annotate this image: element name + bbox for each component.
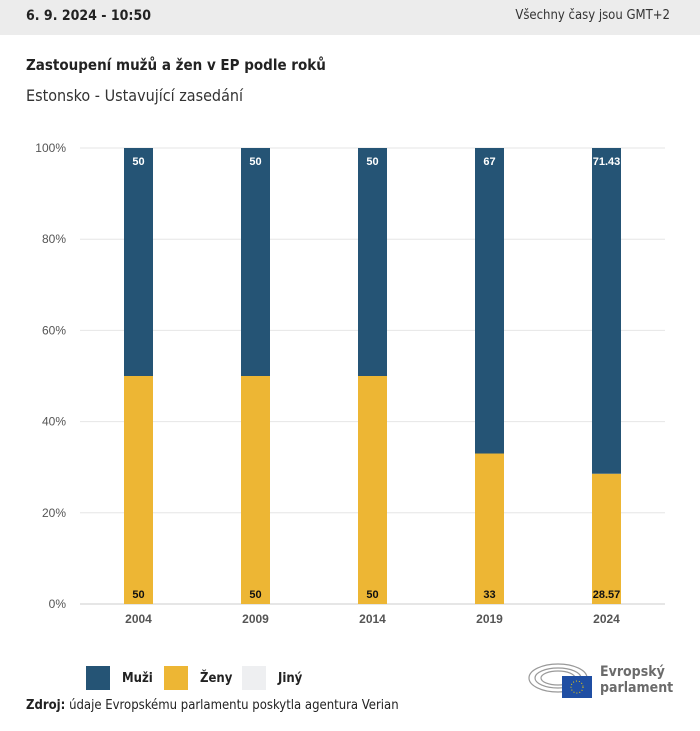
legend-label: Ženy: [200, 670, 233, 686]
source-label: Zdroj:: [26, 698, 66, 713]
y-tick-label: 60%: [42, 323, 66, 337]
ep-logo: Evropský parlament: [528, 660, 673, 700]
bar-ženy: [124, 376, 153, 604]
bar-muži: [475, 148, 504, 454]
parliament-logo-icon: [528, 663, 592, 698]
x-tick-label: 2014: [359, 612, 386, 626]
legend-label: Muži: [122, 670, 153, 686]
legend: Muži Ženy Jiný: [86, 666, 320, 690]
chart-title: Zastoupení mužů a žen v EP podle roků: [26, 56, 326, 74]
bar-ženy: [592, 473, 621, 604]
bar-ženy: [358, 376, 387, 604]
logo-line1: Evropský: [600, 664, 665, 680]
date: 6. 9. 2024 - 10:50: [26, 8, 152, 24]
data-label-zeny: 50: [132, 589, 144, 601]
data-label-zeny: 33: [483, 589, 495, 601]
source-note: Zdroj: údaje Evropskému parlamentu posky…: [26, 698, 399, 713]
y-tick-label: 20%: [42, 506, 66, 520]
bar-muži: [358, 148, 387, 376]
timezone-note: Všechny časy jsou GMT+2: [515, 8, 670, 23]
y-tick-label: 0%: [49, 597, 67, 611]
data-label-zeny: 28.57: [593, 589, 621, 601]
legend-item-jiny[interactable]: Jiný: [242, 666, 320, 690]
chart-subtitle: Estonsko - Ustavující zasedání: [26, 86, 244, 105]
bar-ženy: [241, 376, 270, 604]
y-tick-label: 80%: [42, 232, 66, 246]
x-tick-label: 2019: [476, 612, 503, 626]
data-label-muzi: 67: [483, 156, 495, 168]
legend-item-zeny[interactable]: Ženy: [164, 666, 242, 690]
x-tick-label: 2004: [125, 612, 152, 626]
header-bar: 6. 9. 2024 - 10:50 Všechny časy jsou GMT…: [0, 0, 700, 35]
bar-muži: [241, 148, 270, 376]
x-tick-label: 2024: [593, 612, 620, 626]
source-text: údaje Evropskému parlamentu poskytla age…: [69, 698, 399, 713]
bar-chart: 0% 20% 40% 60% 80% 100% 50 50 2004 50 50 2009 50 50 20…: [35, 141, 665, 626]
data-label-muzi: 50: [366, 156, 378, 168]
bar-muži: [592, 148, 621, 474]
bar-ženy: [475, 453, 504, 604]
y-tick-label: 40%: [42, 415, 66, 429]
data-label-muzi: 71.43: [593, 156, 621, 168]
x-tick-label: 2009: [242, 612, 269, 626]
legend-label: Jiný: [278, 670, 303, 686]
data-label-muzi: 50: [249, 156, 261, 168]
legend-item-muzi[interactable]: Muži: [86, 666, 164, 690]
y-tick-label: 100%: [35, 141, 66, 155]
data-label-muzi: 50: [132, 156, 144, 168]
bar-muži: [124, 148, 153, 376]
data-label-zeny: 50: [249, 589, 261, 601]
logo-line2: parlament: [600, 680, 674, 696]
data-label-zeny: 50: [366, 589, 378, 601]
